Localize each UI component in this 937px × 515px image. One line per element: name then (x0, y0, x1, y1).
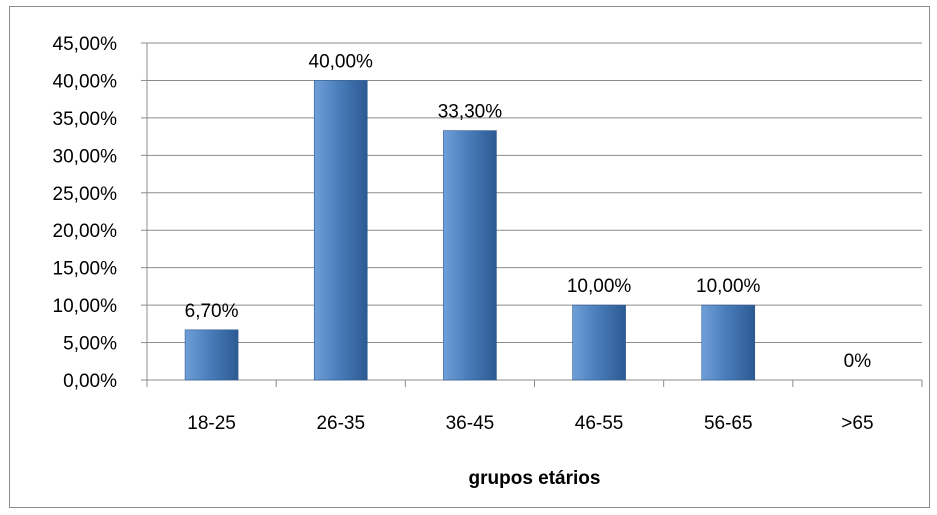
x-tick-label: 46-55 (575, 413, 624, 434)
y-tick-label: 5,00% (63, 334, 117, 355)
x-tick-label: 18-25 (187, 413, 236, 434)
y-tick-label: 20,00% (53, 221, 118, 242)
data-label: 40,00% (309, 51, 374, 72)
y-tick-label: 10,00% (53, 296, 118, 317)
data-labels: 6,70% 40,00% 33,30% 10,00% 10,00% 0% (185, 51, 872, 372)
y-tick-label: 40,00% (53, 71, 118, 92)
x-tick-label: 56-65 (704, 413, 753, 434)
data-label: 10,00% (696, 276, 761, 297)
bar-18-25 (184, 329, 239, 381)
x-tick-label: 36-45 (446, 413, 495, 434)
bar-36-45 (443, 130, 497, 381)
y-tick-label: 45,00% (53, 34, 118, 55)
data-label: 33,30% (438, 102, 503, 123)
data-label: 0% (844, 351, 872, 372)
y-axis: 0,00% 5,00% 10,00% 15,00% 20,00% 25,00% 30,00%… (53, 34, 148, 392)
y-tick-label: 0,00% (63, 371, 117, 392)
data-label: 6,70% (185, 301, 239, 322)
y-tick-label: 35,00% (53, 109, 118, 130)
bar-56-65 (701, 304, 756, 381)
bar-26-35 (313, 80, 368, 381)
bars (184, 80, 756, 381)
x-axis-title: grupos etários (469, 468, 601, 489)
x-tick-label: >65 (841, 413, 873, 434)
y-tick-label: 30,00% (53, 146, 118, 167)
x-tick-label: 26-35 (316, 413, 365, 434)
x-axis: 18-25 26-35 36-45 46-55 56-65 >65 (146, 379, 923, 434)
y-tick-label: 15,00% (53, 259, 118, 280)
bar-46-55 (572, 304, 626, 381)
y-tick-label: 25,00% (53, 184, 118, 205)
data-label: 10,00% (567, 276, 632, 297)
gridlines (147, 42, 922, 344)
